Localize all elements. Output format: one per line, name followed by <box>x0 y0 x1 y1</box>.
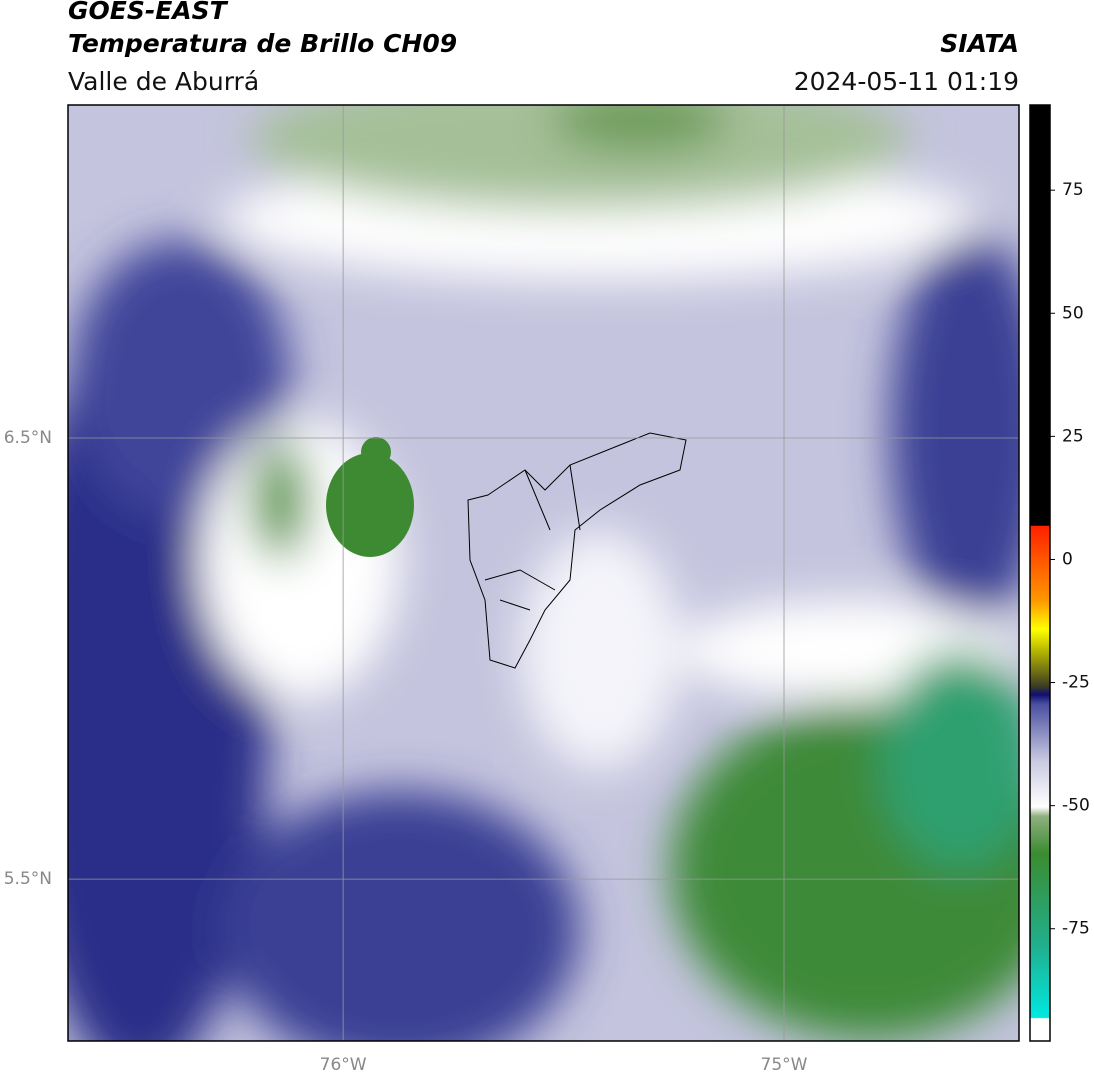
source: SIATA <box>940 29 1019 58</box>
colorbar-tick-label: 0 <box>1062 549 1073 569</box>
colorbar <box>1029 104 1051 1042</box>
subtitle: Temperatura de Brillo CH09 <box>68 29 457 58</box>
lat-label: 5.5°N <box>4 869 52 889</box>
colorbar-tick-label: -75 <box>1062 919 1090 939</box>
colorbar-tick-label: -50 <box>1062 796 1090 816</box>
colorbar-tick-label: 50 <box>1062 303 1084 323</box>
colorbar-tick-label: 25 <box>1062 426 1084 446</box>
region: Valle de Aburrá <box>68 67 259 96</box>
title: GOES-EAST <box>68 0 229 25</box>
lon-label: 75°W <box>761 1055 808 1075</box>
colorbar-tick-label: 75 <box>1062 180 1084 200</box>
datetime: 2024-05-11 01:19 <box>794 67 1019 96</box>
satellite-field <box>68 105 1019 1041</box>
lon-label: 76°W <box>320 1055 367 1075</box>
lat-label: 6.5°N <box>4 428 52 448</box>
colorbar-tick-label: -25 <box>1062 673 1090 693</box>
map-frame <box>67 104 1020 1042</box>
